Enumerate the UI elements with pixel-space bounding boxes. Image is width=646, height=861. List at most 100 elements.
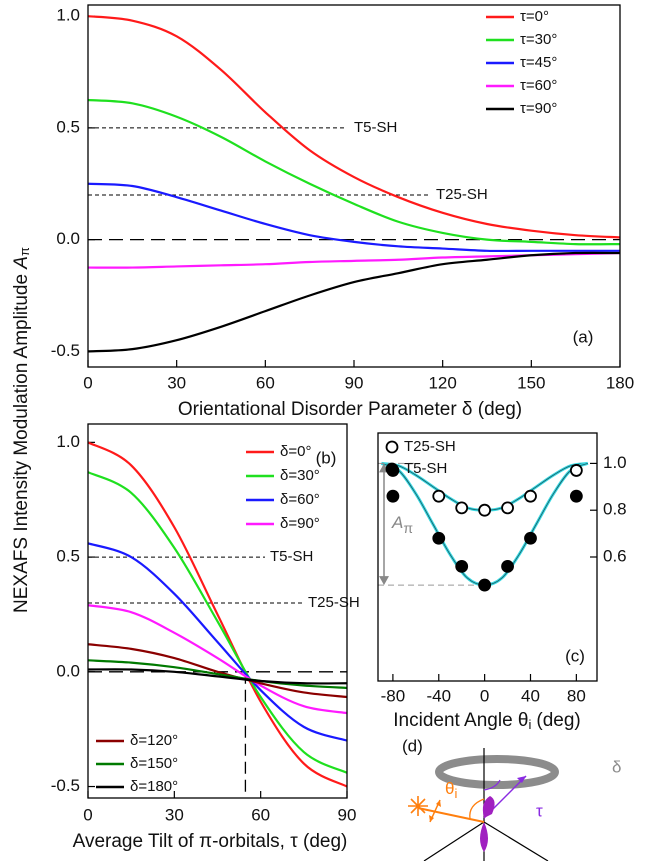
series-line — [87, 542, 348, 742]
polarization-heads — [429, 800, 441, 822]
y-axis-label: NEXAFS Intensity Modulation Amplitude Aπ — [11, 247, 32, 613]
theta-arc — [469, 798, 485, 820]
orbital-lobe — [480, 822, 488, 852]
x-tick-label: 30 — [167, 373, 186, 392]
x-tick-label: 0 — [83, 373, 92, 392]
x-axis-label-text: Incident Angle θ — [393, 710, 528, 731]
data-point — [432, 531, 446, 545]
y-tick-label: 0.0 — [56, 661, 80, 680]
diagram: τ θi δ (d) — [402, 736, 621, 861]
x-tick-label: 80 — [567, 686, 586, 705]
data-point — [524, 489, 537, 503]
x-tick-label: 60 — [251, 805, 270, 824]
series-line — [87, 251, 621, 353]
legend-label: T25-SH — [404, 438, 456, 455]
panel-label: (b) — [316, 448, 337, 467]
x-axis-label: Incident Angle θi (deg) — [393, 710, 580, 732]
legend-label: δ=150° — [130, 755, 178, 772]
x-tick-label: 150 — [517, 373, 545, 392]
series-line — [87, 441, 348, 788]
y-tick-label: 1.0 — [603, 453, 627, 472]
y-tick-label: 1.0 — [56, 432, 80, 451]
amplitude-subscript: π — [403, 520, 413, 536]
x-axis-label-subscript: i — [528, 717, 531, 732]
series-line — [87, 98, 621, 246]
legend-label: τ=60° — [520, 77, 557, 94]
legend-label: δ=30° — [280, 467, 320, 484]
y-tick-label: -0.5 — [51, 776, 80, 795]
legend-label: τ=90° — [520, 100, 557, 117]
vector-head — [517, 776, 526, 783]
surface-line — [483, 821, 549, 861]
x-tick-label: 40 — [521, 686, 540, 705]
x-axis-label-unit: (deg) — [536, 710, 580, 731]
y-axis-label-subscript: π — [17, 247, 32, 256]
legend-label: δ=120° — [130, 732, 178, 749]
y-tick-label: 0.5 — [56, 547, 80, 566]
theta-subscript: i — [454, 786, 457, 801]
series-line — [87, 182, 620, 253]
delta-label: δ — [612, 757, 621, 776]
series-line — [87, 604, 348, 715]
theta-label: θi — [445, 779, 457, 801]
y-tick-label: 0.5 — [56, 117, 80, 136]
reference-label: T5-SH — [354, 119, 397, 136]
reference-label: T25-SH — [308, 594, 360, 611]
panel-label: (a) — [573, 327, 594, 346]
disorder-ring — [435, 755, 559, 789]
data-point — [569, 464, 583, 477]
x-axis-label: Average Tilt of π-orbitals, τ (deg) — [73, 831, 348, 852]
data-point — [455, 559, 469, 573]
data-point — [386, 489, 400, 503]
x-tick-label: -80 — [381, 686, 406, 705]
y-axis-label-symbol: A — [11, 256, 32, 270]
surface-line — [423, 821, 485, 861]
x-tick-label: 0 — [480, 686, 489, 705]
y-tick-label: 0.6 — [603, 546, 627, 565]
amplitude-symbol: A — [391, 514, 403, 533]
plot-frame — [87, 4, 621, 368]
data-point — [478, 503, 492, 517]
series-line — [87, 668, 348, 685]
x-tick-label: 30 — [165, 805, 184, 824]
x-tick-label: 60 — [256, 373, 275, 392]
data-point — [569, 489, 583, 503]
x-tick-label: 90 — [345, 373, 364, 392]
data-point — [501, 501, 514, 515]
x-tick-label: -40 — [426, 686, 451, 705]
y-tick-label: -0.5 — [51, 341, 80, 360]
data-point — [524, 531, 537, 545]
x-tick-label: 120 — [428, 373, 456, 392]
legend-swatch — [385, 462, 399, 476]
data-point — [478, 578, 492, 592]
series-line — [87, 643, 348, 699]
legend-label: τ=0° — [520, 8, 549, 25]
x-tick-label: 180 — [606, 373, 634, 392]
data-point — [501, 559, 514, 573]
legend-label: δ=60° — [280, 491, 320, 508]
y-tick-label: 0.8 — [603, 500, 627, 519]
legend-label: τ=30° — [520, 31, 557, 48]
data-point — [455, 501, 469, 515]
amplitude-label: Aπ — [391, 514, 413, 536]
panel: -0.5 0.0 0.5 1.0 0 30 60 90 Average Tilt of π-or… — [51, 423, 360, 852]
legend-label: δ=180° — [130, 778, 178, 795]
reference-label: T25-SH — [436, 186, 488, 203]
legend-label: T5-SH — [404, 460, 447, 477]
orbital-lobe — [482, 796, 495, 818]
tau-label: τ — [536, 801, 543, 820]
panel-label: (d) — [402, 736, 423, 755]
legend-label: τ=45° — [520, 54, 557, 71]
legend-label: δ=90° — [280, 515, 320, 532]
y-tick-label: 0.0 — [56, 229, 80, 248]
y-tick-label: 1.0 — [56, 6, 80, 25]
series-line — [87, 659, 348, 689]
x-tick-label: 90 — [338, 805, 357, 824]
panel: -0.5 0.0 0.5 1.0 0 30 60 90 120 150 180 Orientation… — [51, 4, 634, 420]
series-line — [87, 15, 621, 239]
panel-label: (c) — [565, 646, 585, 665]
legend-label: δ=0° — [280, 443, 311, 460]
panel: 0.6 0.8 1.0 -80 -40 0 40 80 Incident Angle θi (de… — [377, 432, 627, 732]
